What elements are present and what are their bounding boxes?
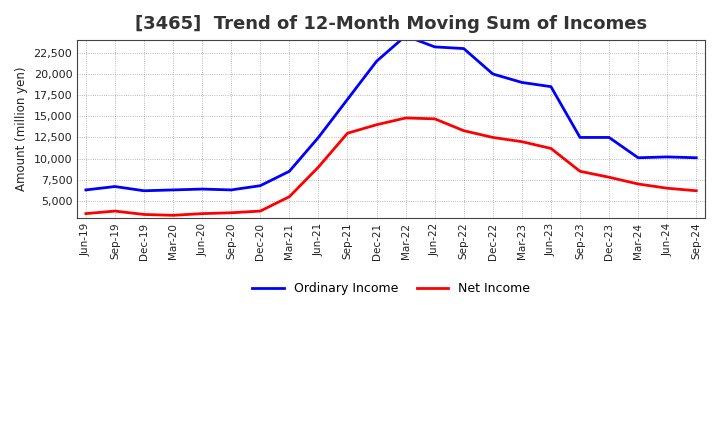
Ordinary Income — [285, 169, 294, 174]
Net Income — [605, 175, 613, 180]
Ordinary Income — [634, 155, 642, 161]
Net Income — [343, 131, 352, 136]
Ordinary Income — [605, 135, 613, 140]
Ordinary Income — [459, 46, 468, 51]
Net Income — [488, 135, 497, 140]
Ordinary Income — [546, 84, 555, 89]
Net Income — [198, 211, 207, 216]
Net Income — [111, 209, 120, 214]
Ordinary Income — [140, 188, 148, 194]
Line: Net Income: Net Income — [86, 118, 696, 215]
Ordinary Income — [401, 33, 410, 39]
Ordinary Income — [343, 97, 352, 102]
Net Income — [431, 116, 439, 121]
Net Income — [81, 211, 90, 216]
Net Income — [256, 209, 265, 214]
Ordinary Income — [314, 135, 323, 140]
Net Income — [518, 139, 526, 144]
Y-axis label: Amount (million yen): Amount (million yen) — [15, 67, 28, 191]
Net Income — [692, 188, 701, 194]
Ordinary Income — [372, 59, 381, 64]
Net Income — [227, 210, 235, 216]
Net Income — [140, 212, 148, 217]
Net Income — [576, 169, 585, 174]
Net Income — [663, 186, 672, 191]
Net Income — [401, 115, 410, 121]
Net Income — [314, 165, 323, 170]
Ordinary Income — [488, 71, 497, 77]
Ordinary Income — [576, 135, 585, 140]
Legend: Ordinary Income, Net Income: Ordinary Income, Net Income — [247, 278, 535, 301]
Net Income — [459, 128, 468, 133]
Line: Ordinary Income: Ordinary Income — [86, 36, 696, 191]
Ordinary Income — [81, 187, 90, 193]
Ordinary Income — [198, 187, 207, 192]
Net Income — [546, 146, 555, 151]
Ordinary Income — [227, 187, 235, 193]
Net Income — [285, 194, 294, 199]
Ordinary Income — [111, 184, 120, 189]
Ordinary Income — [256, 183, 265, 188]
Ordinary Income — [168, 187, 177, 193]
Title: [3465]  Trend of 12-Month Moving Sum of Incomes: [3465] Trend of 12-Month Moving Sum of I… — [135, 15, 647, 33]
Net Income — [634, 181, 642, 187]
Ordinary Income — [431, 44, 439, 50]
Net Income — [372, 122, 381, 128]
Net Income — [168, 213, 177, 218]
Ordinary Income — [518, 80, 526, 85]
Ordinary Income — [663, 154, 672, 160]
Ordinary Income — [692, 155, 701, 161]
